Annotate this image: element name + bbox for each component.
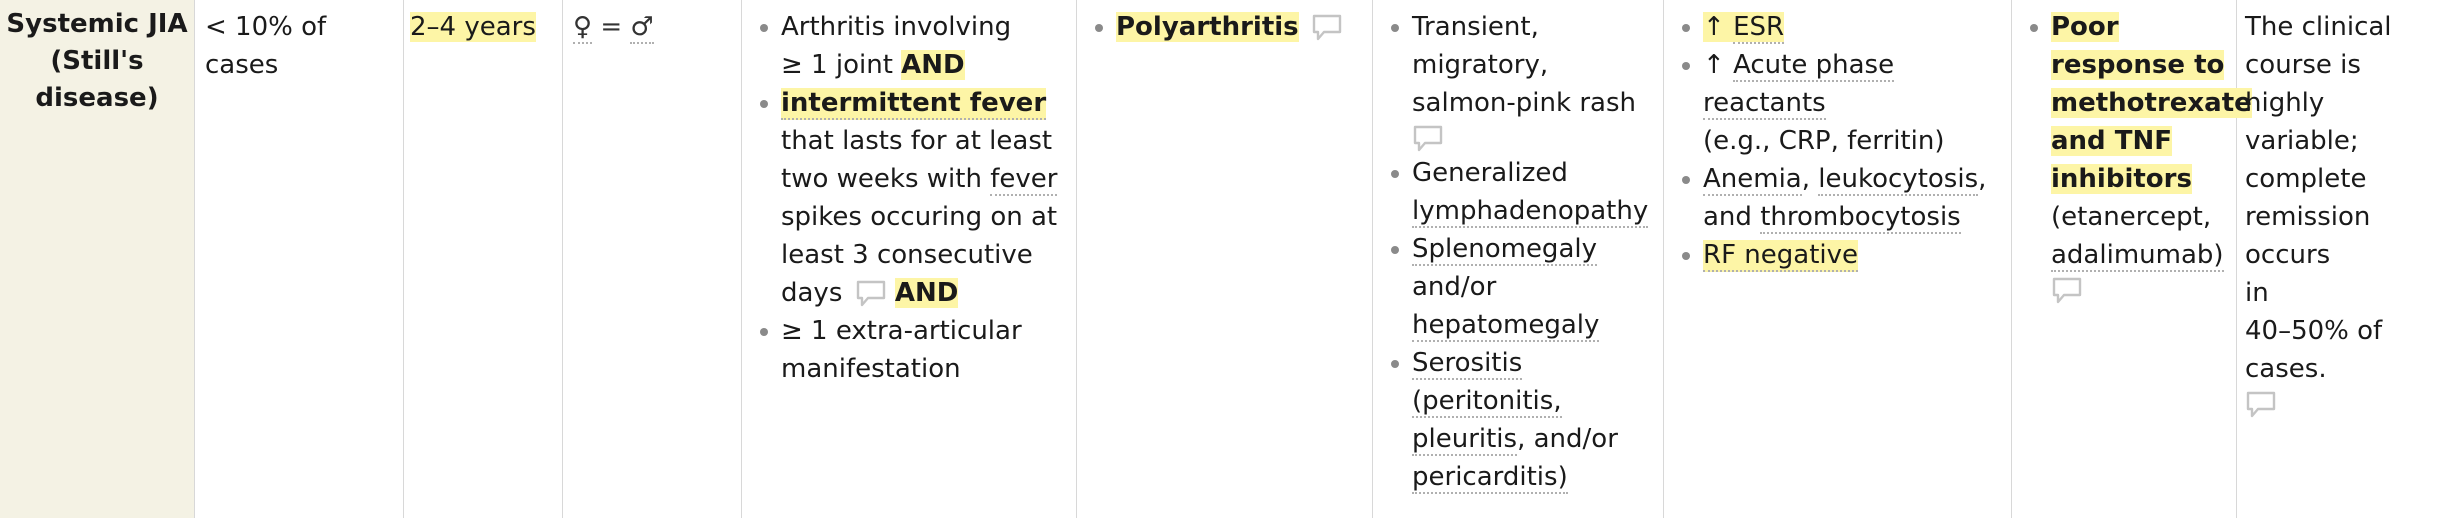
esr-link[interactable]: ESR	[1733, 12, 1785, 44]
lab-text: and	[1703, 202, 1752, 232]
list-item: ↑ Acute phase reactants (e.g., CRP, ferr…	[1674, 46, 2001, 160]
disease-name-line2: (Still's	[50, 46, 144, 76]
serositis-link[interactable]: Serositis	[1412, 348, 1523, 380]
up-arrow-icon: ↑	[1703, 12, 1725, 42]
joint-list: Polyarthritis	[1087, 8, 1362, 46]
leukocytosis-link[interactable]: leukocytosis	[1818, 164, 1979, 196]
criteria-text: that lasts for at least	[781, 126, 1053, 156]
pericarditis-link[interactable]: pericarditis)	[1412, 462, 1568, 494]
criteria-text: spikes occuring on at	[781, 202, 1058, 232]
list-item: Arthritis involving ≥ 1 joint AND	[752, 8, 1066, 84]
prognosis-text: 40–50% of cases.	[2245, 316, 2383, 384]
rf-negative-link[interactable]: RF negative	[1703, 240, 1858, 272]
treatment-text: methotrexate	[2051, 88, 2252, 118]
list-item: Poor response to methotrexate and TNF in…	[2022, 8, 2252, 306]
prognosis-text: course is highly	[2245, 50, 2361, 118]
list-item: Transient, migratory, salmon-pink rash	[1383, 8, 1653, 154]
list-item: Serositis (peritonitis, pleuritis, and/o…	[1383, 344, 1653, 496]
hepatomegaly-link[interactable]: hepatomegaly	[1412, 310, 1600, 342]
labs-list: ↑ ESR ↑ Acute phase reactants (e.g., CRP…	[1674, 8, 2001, 274]
sex-ratio: ♀ = ♂	[573, 12, 654, 44]
treatment-cell: Poor response to methotrexate and TNF in…	[2012, 0, 2252, 518]
splenomegaly-link[interactable]: Splenomegaly	[1412, 234, 1597, 266]
prognosis-text: The clinical	[2245, 12, 2392, 42]
list-item: Anemia, leukocytosis, and thrombocytosis	[1674, 160, 2001, 236]
age-cell: 2–4 years	[404, 0, 563, 518]
list-item: Splenomegaly and/or hepatomegaly	[1383, 230, 1653, 344]
prognosis-cell: The clinical course is highly variable; …	[2237, 0, 2458, 518]
list-item: RF negative	[1674, 236, 2001, 274]
criteria-text: ≥ 1 extra-articular	[781, 316, 1022, 346]
female-symbol[interactable]: ♀	[573, 12, 593, 44]
prognosis-text: complete	[2245, 164, 2367, 194]
comment-icon[interactable]	[1412, 124, 1444, 154]
comment-icon[interactable]	[855, 279, 887, 309]
treatment-text: inhibitors	[2051, 164, 2192, 194]
equals-sign: =	[600, 12, 623, 42]
adalimumab-link[interactable]: adalimumab)	[2051, 240, 2224, 272]
list-item: intermittent fever that lasts for at lea…	[752, 84, 1066, 312]
criteria-text: Arthritis involving	[781, 12, 1012, 42]
pleuritis-link[interactable]: pleuritis	[1412, 424, 1518, 456]
criteria-text: two weeks with	[781, 164, 982, 194]
labs-cell: ↑ ESR ↑ Acute phase reactants (e.g., CRP…	[1664, 0, 2012, 518]
disease-name-line3: disease)	[35, 83, 159, 113]
treatment-text: response to	[2051, 50, 2225, 80]
criteria-cell: Arthritis involving ≥ 1 joint AND interm…	[742, 0, 1077, 518]
comment-icon[interactable]	[2245, 390, 2277, 420]
list-item: ≥ 1 extra-articular manifestation	[752, 312, 1066, 388]
features-cell: Transient, migratory, salmon-pink rash G…	[1373, 0, 1664, 518]
feature-text: , and/or	[1517, 424, 1618, 454]
and-keyword: AND	[901, 50, 965, 80]
prognosis-text: variable;	[2245, 126, 2359, 156]
lymphadenopathy-link[interactable]: lymphadenopathy	[1412, 196, 1649, 228]
prevalence-text: < 10% of cases	[205, 12, 327, 80]
list-item: Polyarthritis	[1087, 8, 1362, 46]
comment-icon[interactable]	[1311, 13, 1343, 43]
male-symbol[interactable]: ♂	[630, 12, 654, 44]
and-keyword: AND	[894, 278, 959, 308]
age-text: 2–4 years	[410, 12, 536, 42]
lab-text: ,	[1978, 164, 1987, 194]
fever-link[interactable]: fever	[990, 164, 1058, 196]
feature-text: and/or	[1412, 272, 1497, 302]
feature-text: salmon-pink rash	[1412, 88, 1636, 118]
intermittent-fever-link[interactable]: intermittent fever	[781, 88, 1047, 120]
treatment-text: Poor	[2051, 12, 2119, 42]
lab-text: ,	[1801, 164, 1819, 194]
feature-text: Generalized	[1412, 158, 1568, 188]
thrombocytosis-link[interactable]: thrombocytosis	[1760, 202, 1961, 234]
treatment-text: (etanercept,	[2051, 202, 2212, 232]
peritonitis-link[interactable]: (peritonitis,	[1412, 386, 1562, 418]
criteria-text: days	[781, 278, 843, 308]
joint-pattern-cell: Polyarthritis	[1077, 0, 1373, 518]
list-item: Generalized lymphadenopathy	[1383, 154, 1653, 230]
prevalence-cell: < 10% of cases	[195, 0, 404, 518]
disease-name-cell: Systemic JIA (Still's disease)	[0, 0, 195, 518]
treatment-text: and TNF	[2051, 126, 2172, 156]
anemia-link[interactable]: Anemia	[1703, 164, 1802, 196]
treatment-list: Poor response to methotrexate and TNF in…	[2022, 8, 2252, 306]
list-item: ↑ ESR	[1674, 8, 2001, 46]
criteria-text: manifestation	[781, 354, 961, 384]
lab-text: (e.g., CRP, ferritin)	[1703, 126, 1945, 156]
criteria-list: Arthritis involving ≥ 1 joint AND interm…	[752, 8, 1066, 388]
comment-icon[interactable]	[2051, 276, 2083, 306]
criteria-text: least 3 consecutive	[781, 240, 1033, 270]
polyarthritis-label: Polyarthritis	[1116, 12, 1299, 42]
features-list: Transient, migratory, salmon-pink rash G…	[1383, 8, 1653, 496]
prognosis-text: in	[2245, 278, 2269, 308]
feature-text: migratory,	[1412, 50, 1549, 80]
sex-cell: ♀ = ♂	[563, 0, 742, 518]
acute-phase-reactants-link[interactable]: Acute phase reactants	[1703, 50, 1895, 120]
disease-name-line1: Systemic JIA	[6, 9, 188, 39]
prognosis-text: remission occurs	[2245, 202, 2371, 270]
up-arrow-icon: ↑	[1703, 50, 1725, 80]
feature-text: Transient,	[1412, 12, 1539, 42]
esr-finding: ↑ ESR	[1703, 12, 1785, 44]
criteria-text: ≥ 1 joint	[781, 50, 893, 80]
